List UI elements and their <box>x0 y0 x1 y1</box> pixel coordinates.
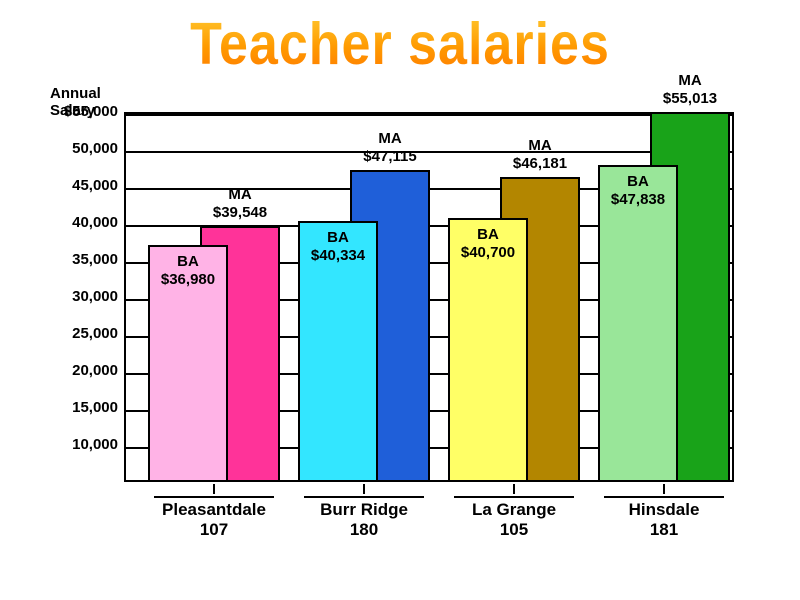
bar-label-pleasantdale-ba: BA <box>152 253 224 270</box>
bar-label-hinsdale-ma: MA <box>650 72 730 89</box>
x-tick-mark <box>213 484 215 494</box>
bar-value-burr-ridge-ba: $40,334 <box>300 247 376 264</box>
x-tick-mark <box>363 484 365 494</box>
bar-value-la-grange-ma: $46,181 <box>498 155 582 172</box>
gridline <box>126 114 732 116</box>
x-label-la-grange: La Grange105 <box>439 500 589 541</box>
x-label-underline <box>304 496 424 498</box>
bar-label-burr-ridge-ma: MA <box>350 130 430 147</box>
bar-label-burr-ridge-ba: BA <box>302 229 374 246</box>
y-axis-label-line1: Annual <box>50 85 101 102</box>
x-tick-mark <box>513 484 515 494</box>
x-label-burr-ridge: Burr Ridge180 <box>289 500 439 541</box>
y-tick-label: 10,000 <box>50 436 118 453</box>
x-tick-mark <box>663 484 665 494</box>
x-label-hinsdale: Hinsdale181 <box>589 500 739 541</box>
bar-label-la-grange-ma: MA <box>500 137 580 154</box>
x-label-pleasantdale: Pleasantdale107 <box>139 500 289 541</box>
x-label-underline <box>454 496 574 498</box>
y-tick-label: 20,000 <box>50 362 118 379</box>
bar-value-pleasantdale-ba: $36,980 <box>150 271 226 288</box>
y-tick-label: 15,000 <box>50 399 118 416</box>
bar-value-la-grange-ba: $40,700 <box>450 244 526 261</box>
y-tick-label: 45,000 <box>50 177 118 194</box>
bar-hinsdale-ba <box>598 165 678 482</box>
x-label-underline <box>604 496 724 498</box>
y-tick-label: 25,000 <box>50 325 118 342</box>
bar-value-pleasantdale-ma: $39,548 <box>198 204 282 221</box>
y-tick-label: 50,000 <box>50 140 118 157</box>
y-tick-label: 30,000 <box>50 288 118 305</box>
bar-value-hinsdale-ma: $55,013 <box>648 90 732 107</box>
chart-title: Teacher salaries <box>0 10 800 79</box>
y-tick-label: 40,000 <box>50 214 118 231</box>
bar-label-la-grange-ba: BA <box>452 226 524 243</box>
x-label-underline <box>154 496 274 498</box>
bar-label-pleasantdale-ma: MA <box>200 186 280 203</box>
chart-page: Teacher salaries Annual Salary 10,00015,… <box>0 0 800 600</box>
y-tick-label: $55,000 <box>50 103 118 120</box>
bar-value-burr-ridge-ma: $47,115 <box>348 148 432 165</box>
y-tick-label: 35,000 <box>50 251 118 268</box>
bar-value-hinsdale-ba: $47,838 <box>600 191 676 208</box>
bar-label-hinsdale-ba: BA <box>602 173 674 190</box>
